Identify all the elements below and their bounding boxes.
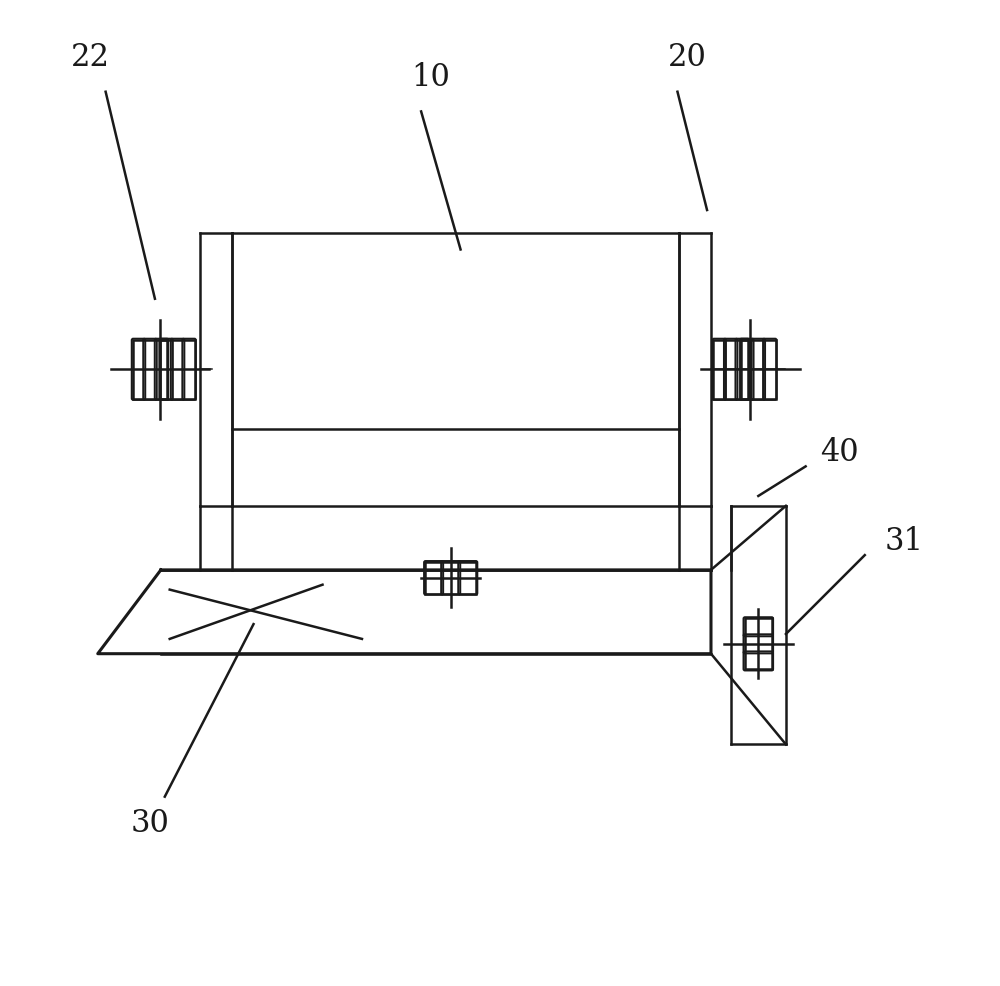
Text: 31: 31 xyxy=(885,526,924,556)
Text: 20: 20 xyxy=(668,42,707,73)
Bar xyxy=(425,562,476,594)
Bar xyxy=(713,340,748,399)
Bar xyxy=(745,618,772,669)
Text: 22: 22 xyxy=(71,42,110,73)
Text: 10: 10 xyxy=(412,62,450,93)
Bar xyxy=(741,340,776,399)
Text: 40: 40 xyxy=(820,437,859,467)
Text: 30: 30 xyxy=(131,807,169,838)
Bar xyxy=(133,340,167,399)
Bar xyxy=(160,340,195,399)
